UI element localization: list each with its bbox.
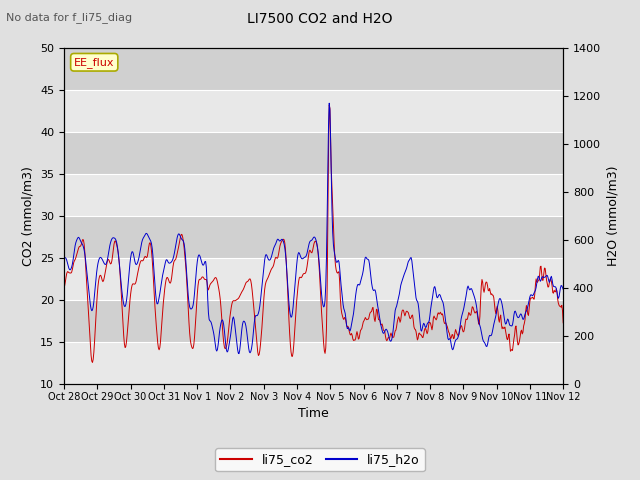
Bar <box>64 48 563 90</box>
Line: li75_h2o: li75_h2o <box>64 103 563 354</box>
X-axis label: Time: Time <box>298 407 329 420</box>
Bar <box>64 90 563 132</box>
li75_h2o <box>325 100 333 106</box>
Bar <box>64 132 563 174</box>
li75_h2o <box>235 351 243 357</box>
li75_h2o <box>390 321 397 326</box>
li75_co2 <box>172 256 180 262</box>
Bar <box>64 258 563 300</box>
Text: LI7500 CO2 and H2O: LI7500 CO2 and H2O <box>247 12 393 26</box>
li75_co2 <box>376 317 383 323</box>
li75_h2o <box>376 312 383 318</box>
Text: No data for f_li75_diag: No data for f_li75_diag <box>6 12 132 23</box>
li75_co2 <box>198 274 206 280</box>
li75_h2o <box>198 259 205 264</box>
Bar <box>64 300 563 342</box>
li75_co2 <box>88 360 96 365</box>
li75_co2 <box>60 285 68 290</box>
li75_h2o <box>69 257 77 263</box>
li75_h2o <box>172 246 179 252</box>
Y-axis label: CO2 (mmol/m3): CO2 (mmol/m3) <box>22 166 35 266</box>
li75_co2 <box>69 263 77 269</box>
Line: li75_co2: li75_co2 <box>64 105 563 362</box>
Bar <box>64 342 563 384</box>
Bar <box>64 216 563 258</box>
li75_co2 <box>121 345 129 350</box>
li75_co2 <box>325 102 333 108</box>
Bar <box>64 174 563 216</box>
li75_h2o <box>120 303 128 309</box>
li75_h2o <box>559 287 567 292</box>
li75_h2o <box>60 255 68 261</box>
Legend: li75_co2, li75_h2o: li75_co2, li75_h2o <box>215 448 425 471</box>
Y-axis label: H2O (mmol/m3): H2O (mmol/m3) <box>607 166 620 266</box>
li75_co2 <box>559 320 567 326</box>
Text: EE_flux: EE_flux <box>74 57 115 68</box>
li75_co2 <box>390 334 397 340</box>
